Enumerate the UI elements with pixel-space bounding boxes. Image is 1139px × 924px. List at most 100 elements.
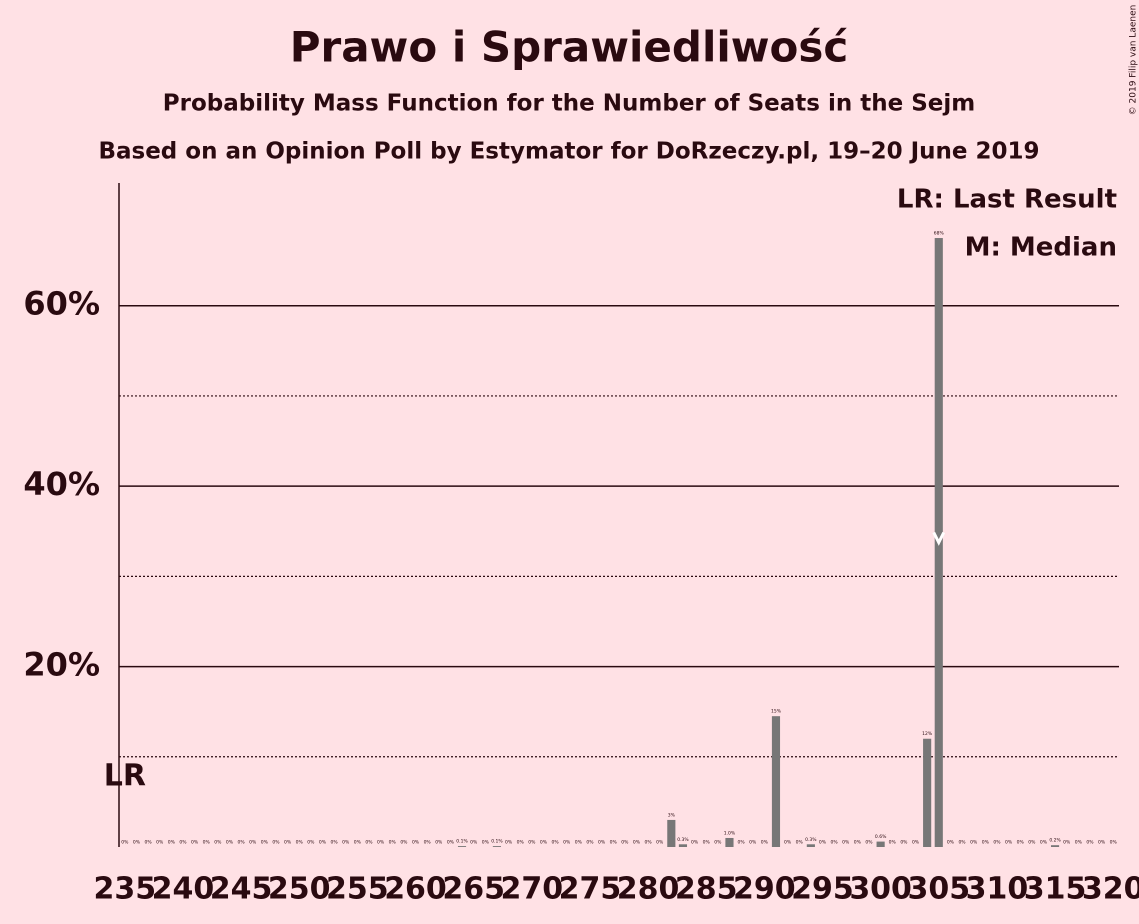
bar: [678, 844, 688, 847]
value-label: 0%: [168, 840, 176, 846]
x-tick-label: 280: [617, 872, 680, 907]
value-label: 0%: [738, 840, 746, 846]
value-label: 0%: [528, 840, 536, 846]
value-label: 0%: [121, 840, 129, 846]
value-label: 0%: [1110, 840, 1118, 846]
value-label: 0%: [412, 840, 420, 846]
value-label: 0%: [586, 840, 594, 846]
copyright: © 2019 Filip van Laenen: [1129, 5, 1139, 116]
value-label: 0%: [656, 840, 664, 846]
value-label: 0%: [389, 840, 397, 846]
value-label: 0%: [296, 840, 304, 846]
value-label: 0%: [819, 840, 827, 846]
value-label: 3%: [668, 812, 676, 818]
value-label: 0%: [1017, 840, 1025, 846]
value-label: 0%: [947, 840, 955, 846]
x-tick-label: 310: [966, 872, 1029, 907]
value-label: 0%: [1005, 840, 1013, 846]
value-label: 0.1%: [491, 839, 503, 845]
value-label: 0%: [365, 840, 373, 846]
value-label: 0%: [970, 840, 978, 846]
median-marker: [932, 531, 946, 546]
value-label: 0%: [831, 840, 839, 846]
bar: [923, 738, 932, 847]
value-label: 0%: [156, 840, 164, 846]
x-tick-label: 320: [1082, 872, 1139, 907]
bar: [806, 844, 815, 847]
value-label: 0%: [447, 840, 455, 846]
value-label: 0%: [796, 840, 804, 846]
value-label: 0%: [703, 840, 711, 846]
x-tick-label: 290: [733, 872, 796, 907]
value-label: 1.0%: [724, 830, 736, 836]
x-tick-label: 240: [152, 872, 215, 907]
value-label: 68%: [934, 231, 945, 237]
value-label: 0.3%: [677, 837, 689, 843]
value-label: 0%: [598, 840, 606, 846]
chart-subtitle: Probability Mass Function for the Number…: [163, 91, 975, 117]
value-label: 0%: [691, 840, 699, 846]
value-label: 0%: [575, 840, 583, 846]
value-label: 0%: [540, 840, 548, 846]
value-label: 0%: [551, 840, 559, 846]
x-tick-label: 235: [94, 872, 157, 907]
value-label: 0%: [144, 840, 152, 846]
bar: [876, 841, 885, 847]
value-label: 0%: [889, 840, 897, 846]
value-label: 0%: [1028, 840, 1036, 846]
x-tick-label: 265: [442, 872, 505, 907]
value-label: 0%: [993, 840, 1001, 846]
value-label: 0%: [261, 840, 269, 846]
x-tick-label: 275: [559, 872, 622, 907]
bar: [457, 846, 467, 847]
value-label: 0%: [784, 840, 792, 846]
chart-caption: Based on an Opinion Poll by Estymator fo…: [98, 139, 1039, 165]
value-label: 0%: [958, 840, 966, 846]
value-label: 0%: [307, 840, 315, 846]
y-tick-label: 20%: [23, 646, 100, 684]
value-label: 0%: [563, 840, 571, 846]
value-label: 0%: [842, 840, 850, 846]
value-label: 0%: [226, 840, 234, 846]
y-tick-label: 60%: [23, 285, 100, 323]
bar: [1050, 845, 1060, 847]
value-label: 0.3%: [805, 837, 817, 843]
x-tick-label: 245: [210, 872, 273, 907]
value-label: 0%: [610, 840, 618, 846]
value-label: 0%: [900, 840, 908, 846]
value-label: 0.6%: [875, 834, 887, 840]
value-label: 0.1%: [456, 839, 468, 845]
x-tick-label: 300: [849, 872, 912, 907]
y-tick-label: 40%: [23, 465, 100, 503]
value-label: 0%: [865, 840, 873, 846]
value-label: 0%: [912, 840, 920, 846]
value-label: 0%: [249, 840, 257, 846]
value-label: 0%: [424, 840, 432, 846]
value-label: 0%: [331, 840, 339, 846]
x-tick-label: 260: [384, 872, 447, 907]
value-label: 0%: [435, 840, 443, 846]
value-label: 0%: [1098, 840, 1106, 846]
chart-title: Prawo i Sprawiedliwość: [290, 23, 849, 72]
value-label: 0%: [633, 840, 641, 846]
value-label: 0%: [761, 840, 769, 846]
legend-lr: LR: Last Result: [897, 185, 1117, 215]
value-label: 0%: [517, 840, 525, 846]
value-label: 0%: [1086, 840, 1094, 846]
value-label: 0%: [179, 840, 187, 846]
bar: [725, 837, 734, 847]
x-tick-label: 270: [500, 872, 563, 907]
value-label: 0%: [400, 840, 408, 846]
value-label: 0%: [1075, 840, 1083, 846]
bar: [771, 716, 781, 847]
value-label: 0%: [214, 840, 222, 846]
value-label: 0%: [1063, 840, 1071, 846]
value-label: 0%: [482, 840, 490, 846]
value-label: 0%: [1040, 840, 1048, 846]
value-label: 0%: [982, 840, 990, 846]
value-label: 0%: [505, 840, 513, 846]
value-label: 0%: [470, 840, 478, 846]
last-result-label: LR: [104, 759, 146, 794]
